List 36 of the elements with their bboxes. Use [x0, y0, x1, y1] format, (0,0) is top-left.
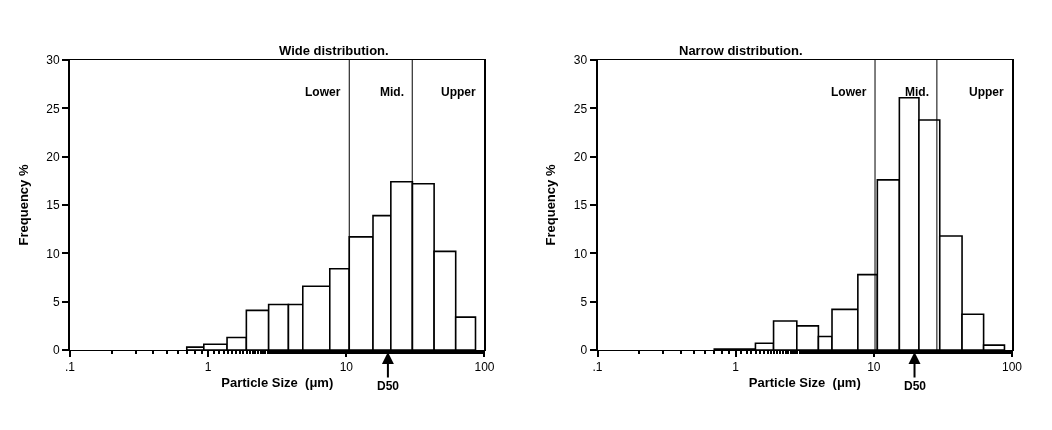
annotation: Lower [831, 85, 867, 99]
annotation: Upper [441, 85, 476, 99]
y-tick-label: 5 [52, 294, 60, 309]
y-tick-label: 20 [46, 149, 60, 164]
x-tick-label: 10 [339, 360, 354, 375]
annotation: D50 [377, 379, 400, 393]
x-tick-label: 100 [474, 360, 495, 375]
chart-title: Wide distribution. [279, 43, 389, 58]
annotation: Lower [305, 85, 341, 99]
y-tick-label: 5 [580, 294, 588, 309]
y-tick-label: 25 [573, 101, 588, 116]
x-tick-label: .1 [592, 360, 603, 375]
y-tick-label: 15 [46, 198, 60, 213]
y-tick-label: 0 [52, 343, 60, 358]
y-axis-title: Frequency % [543, 164, 559, 246]
y-tick-label: 10 [573, 246, 588, 261]
y-tick-label: 10 [46, 246, 60, 261]
x-tick-label: 100 [1001, 360, 1023, 375]
chart-title: Narrow distribution. [679, 43, 803, 58]
y-axis-title: Frequency % [15, 164, 31, 246]
y-tick-label: 30 [573, 53, 588, 68]
annotation: Upper [969, 85, 1004, 99]
annotation: Mid. [380, 85, 404, 99]
x-axis-title: Particle Size (μm) [748, 375, 861, 390]
x-tick-label: .1 [64, 360, 76, 375]
y-tick-label: 30 [46, 53, 60, 68]
y-tick-label: 20 [573, 149, 588, 164]
y-tick-label: 0 [580, 343, 588, 358]
annotation: Mid. [905, 85, 929, 99]
x-tick-label: 10 [867, 360, 881, 375]
x-axis-title: Particle Size (μm) [221, 375, 334, 390]
annotation: D50 [904, 379, 927, 393]
x-tick-label: 1 [732, 360, 740, 375]
y-tick-label: 15 [573, 198, 588, 213]
y-tick-label: 25 [46, 101, 60, 116]
x-tick-label: 1 [204, 360, 212, 375]
